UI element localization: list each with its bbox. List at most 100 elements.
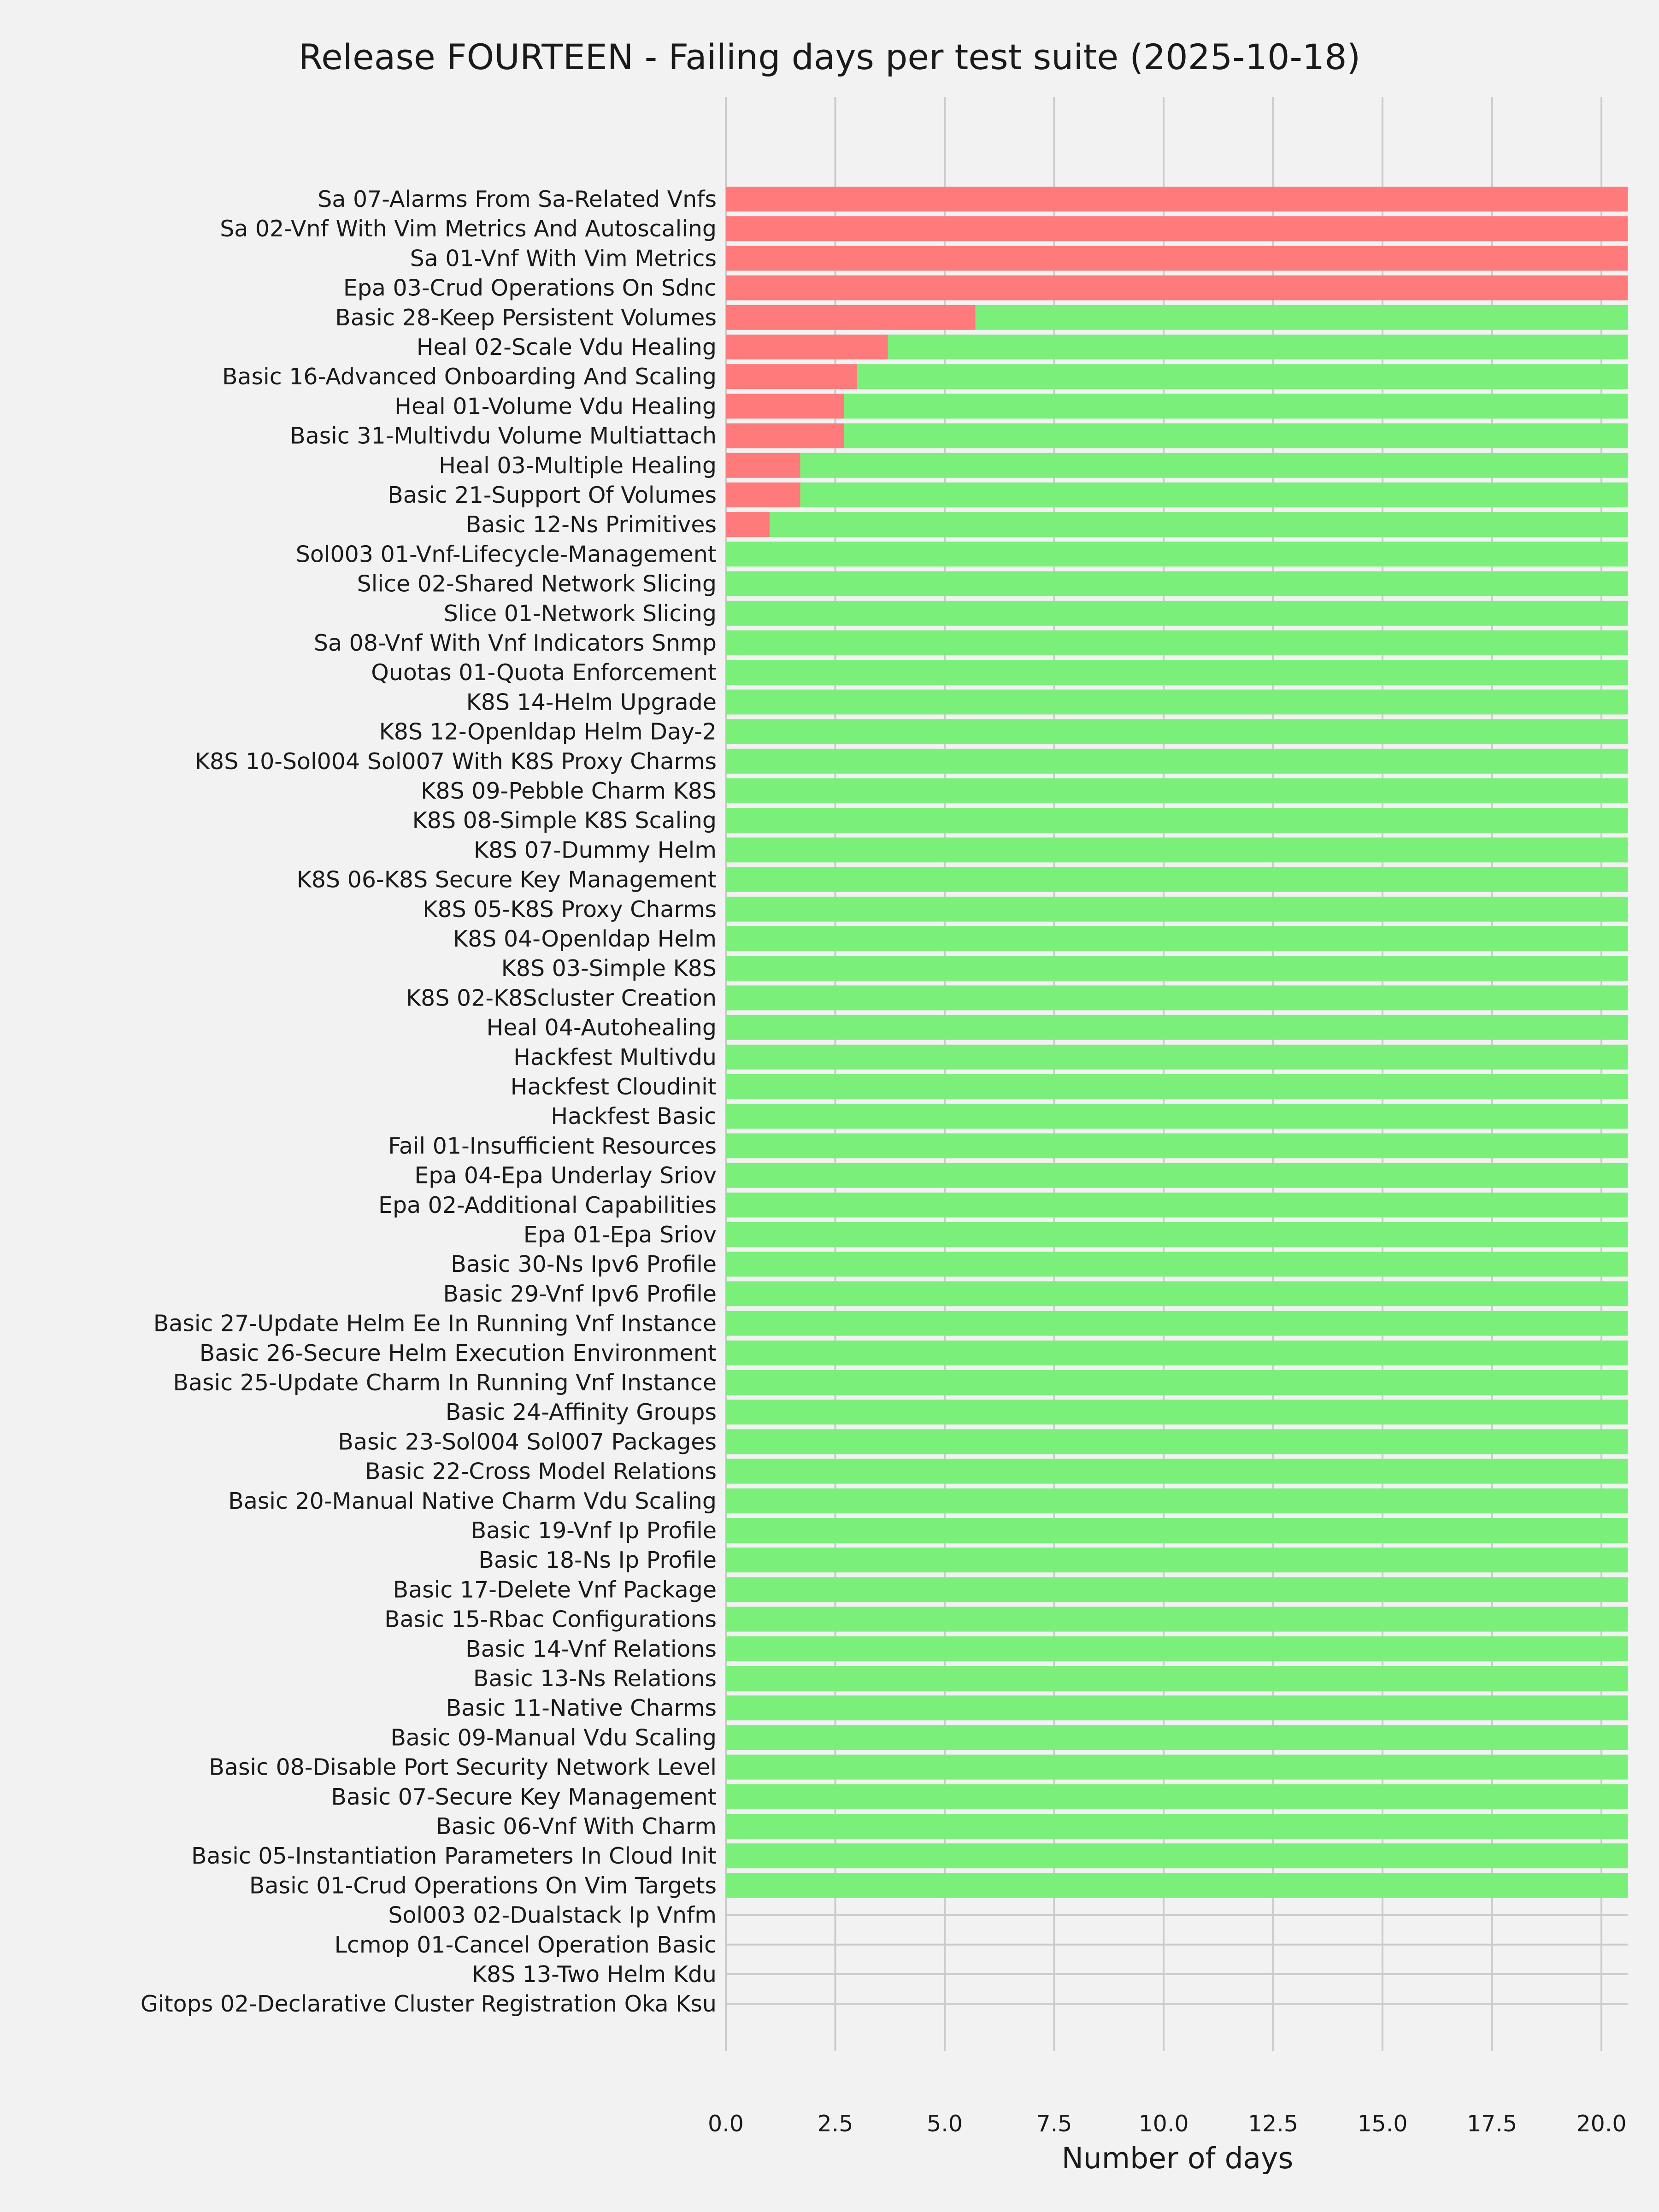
bar-passing — [726, 1488, 1628, 1513]
category-label: Sa 02-Vnf With Vim Metrics And Autoscali… — [220, 216, 717, 242]
bar-failing — [726, 305, 976, 330]
bar-passing — [726, 1873, 1628, 1898]
category-label: Basic 16-Advanced Onboarding And Scaling — [222, 364, 717, 390]
bar-failing — [726, 246, 1628, 271]
category-label: Basic 21-Support Of Volumes — [388, 482, 717, 508]
bar-passing — [726, 1429, 1628, 1454]
x-tick-label: 15.0 — [1357, 2111, 1407, 2137]
category-label: Basic 15-Rbac Configurations — [384, 1606, 717, 1633]
bar-passing — [975, 305, 1628, 330]
category-label: Epa 03-Crud Operations On Sdnc — [343, 275, 717, 301]
bar-passing — [726, 660, 1628, 685]
category-label: Basic 12-Ns Primitives — [466, 512, 717, 538]
category-label: Basic 08-Disable Port Security Network L… — [209, 1754, 717, 1781]
category-label: Basic 20-Manual Native Charm Vdu Scaling — [228, 1488, 717, 1514]
bar-passing — [726, 837, 1628, 863]
bar-passing — [726, 1606, 1628, 1632]
category-label: Basic 22-Cross Model Relations — [365, 1459, 717, 1485]
category-label: Epa 01-Epa Sriov — [524, 1222, 717, 1248]
category-label: K8S 07-Dummy Helm — [474, 837, 717, 863]
bar-failing — [726, 216, 1628, 241]
bar-passing — [726, 867, 1628, 892]
category-label: Hackfest Multivdu — [513, 1044, 717, 1071]
bar-passing — [726, 1163, 1628, 1188]
category-labels: Sa 07-Alarms From Sa-Related Vnfs Sa 02-V… — [141, 186, 717, 2017]
bar-passing — [726, 748, 1628, 774]
bar-passing — [726, 1754, 1628, 1780]
bar-failing — [726, 275, 1628, 300]
bar-passing — [726, 956, 1628, 981]
bar-passing — [726, 1784, 1628, 1809]
bar-failing — [726, 423, 844, 448]
bar-failing — [726, 187, 1628, 212]
bar-passing — [726, 719, 1628, 744]
bar-passing — [726, 1547, 1628, 1573]
category-label: Epa 04-Epa Underlay Sriov — [414, 1163, 717, 1189]
bar-failing — [726, 335, 888, 359]
bar-passing — [726, 1044, 1628, 1070]
bar-passing — [726, 1695, 1628, 1721]
bars — [726, 187, 1628, 1898]
category-label: Heal 01-Volume Vdu Healing — [394, 393, 717, 419]
bar-passing — [726, 896, 1628, 922]
bar-passing — [726, 926, 1628, 951]
bar-passing — [726, 1133, 1628, 1159]
bar-passing — [726, 1577, 1628, 1602]
bar-passing — [726, 1636, 1628, 1661]
category-label: Basic 27-Update Helm Ee In Running Vnf I… — [153, 1311, 717, 1337]
bar-passing — [770, 512, 1628, 537]
category-label: Heal 03-Multiple Healing — [439, 453, 717, 479]
category-label: Basic 09-Manual Vdu Scaling — [390, 1724, 717, 1751]
category-label: Sol003 01-Vnf-Lifecycle-Management — [296, 541, 717, 567]
bar-passing — [726, 1222, 1628, 1247]
category-label: Basic 11-Native Charms — [446, 1695, 717, 1721]
category-label: K8S 08-Simple K8S Scaling — [412, 807, 717, 834]
category-label: Epa 02-Additional Capabilities — [378, 1192, 717, 1218]
category-label: K8S 14-Helm Upgrade — [466, 689, 717, 715]
bar-passing — [726, 1074, 1628, 1099]
bar-passing — [844, 394, 1628, 419]
category-label: K8S 09-Pebble Charm K8S — [421, 778, 717, 804]
category-label: K8S 06-K8S Secure Key Management — [297, 867, 717, 893]
bar-passing — [726, 571, 1628, 596]
bar-failing — [726, 453, 800, 478]
category-label: Basic 01-Crud Operations On Vim Targets — [249, 1872, 717, 1899]
x-tick-label: 12.5 — [1248, 2111, 1298, 2137]
category-label: Heal 02-Scale Vdu Healing — [417, 334, 717, 360]
category-label: Sol003 02-Dualstack Ip Vnfm — [388, 1902, 717, 1929]
category-label: Basic 29-Vnf Ipv6 Profile — [443, 1281, 717, 1307]
x-tick-label: 20.0 — [1576, 2111, 1626, 2137]
bar-passing — [800, 482, 1628, 507]
chart-title: Release FOURTEEN - Failing days per test… — [299, 36, 1360, 77]
category-label: Fail 01-Insufficient Resources — [388, 1133, 717, 1159]
category-label: Sa 07-Alarms From Sa-Related Vnfs — [318, 186, 717, 212]
category-label: Sa 01-Vnf With Vim Metrics — [410, 245, 717, 271]
bar-passing — [726, 541, 1628, 567]
category-label: Basic 25-Update Charm In Running Vnf Ins… — [173, 1370, 717, 1396]
bar-passing — [726, 1340, 1628, 1365]
bar-passing — [726, 1666, 1628, 1691]
category-label: Lcmop 01-Cancel Operation Basic — [335, 1932, 717, 1958]
category-label: K8S 03-Simple K8S — [501, 955, 717, 982]
x-tick-label: 0.0 — [708, 2111, 744, 2137]
bar-failing — [726, 482, 800, 507]
category-label: Basic 14-Vnf Relations — [465, 1636, 717, 1662]
category-label: Basic 07-Secure Key Management — [331, 1784, 717, 1810]
bar-passing — [726, 985, 1628, 1011]
category-label: Basic 30-Ns Ipv6 Profile — [451, 1251, 717, 1277]
bar-passing — [726, 1252, 1628, 1277]
category-label: K8S 02-K8Scluster Creation — [406, 985, 717, 1011]
x-axis-label: Number of days — [1062, 2141, 1294, 2175]
bar-passing — [726, 808, 1628, 833]
category-label: Basic 28-Keep Persistent Volumes — [335, 305, 717, 331]
category-label: K8S 12-Openldap Helm Day-2 — [379, 719, 717, 745]
bar-passing — [726, 778, 1628, 803]
bar-passing — [726, 1311, 1628, 1336]
category-label: Quotas 01-Quota Enforcement — [371, 659, 717, 686]
x-tick-labels: 0.0 2.5 5.0 7.5 10.0 12.5 15.0 17.5 20.0 — [708, 2111, 1627, 2137]
bar-passing — [726, 1400, 1628, 1425]
bar-passing — [726, 689, 1628, 715]
category-label: Basic 06-Vnf With Charm — [436, 1813, 717, 1840]
bar-passing — [888, 335, 1628, 359]
